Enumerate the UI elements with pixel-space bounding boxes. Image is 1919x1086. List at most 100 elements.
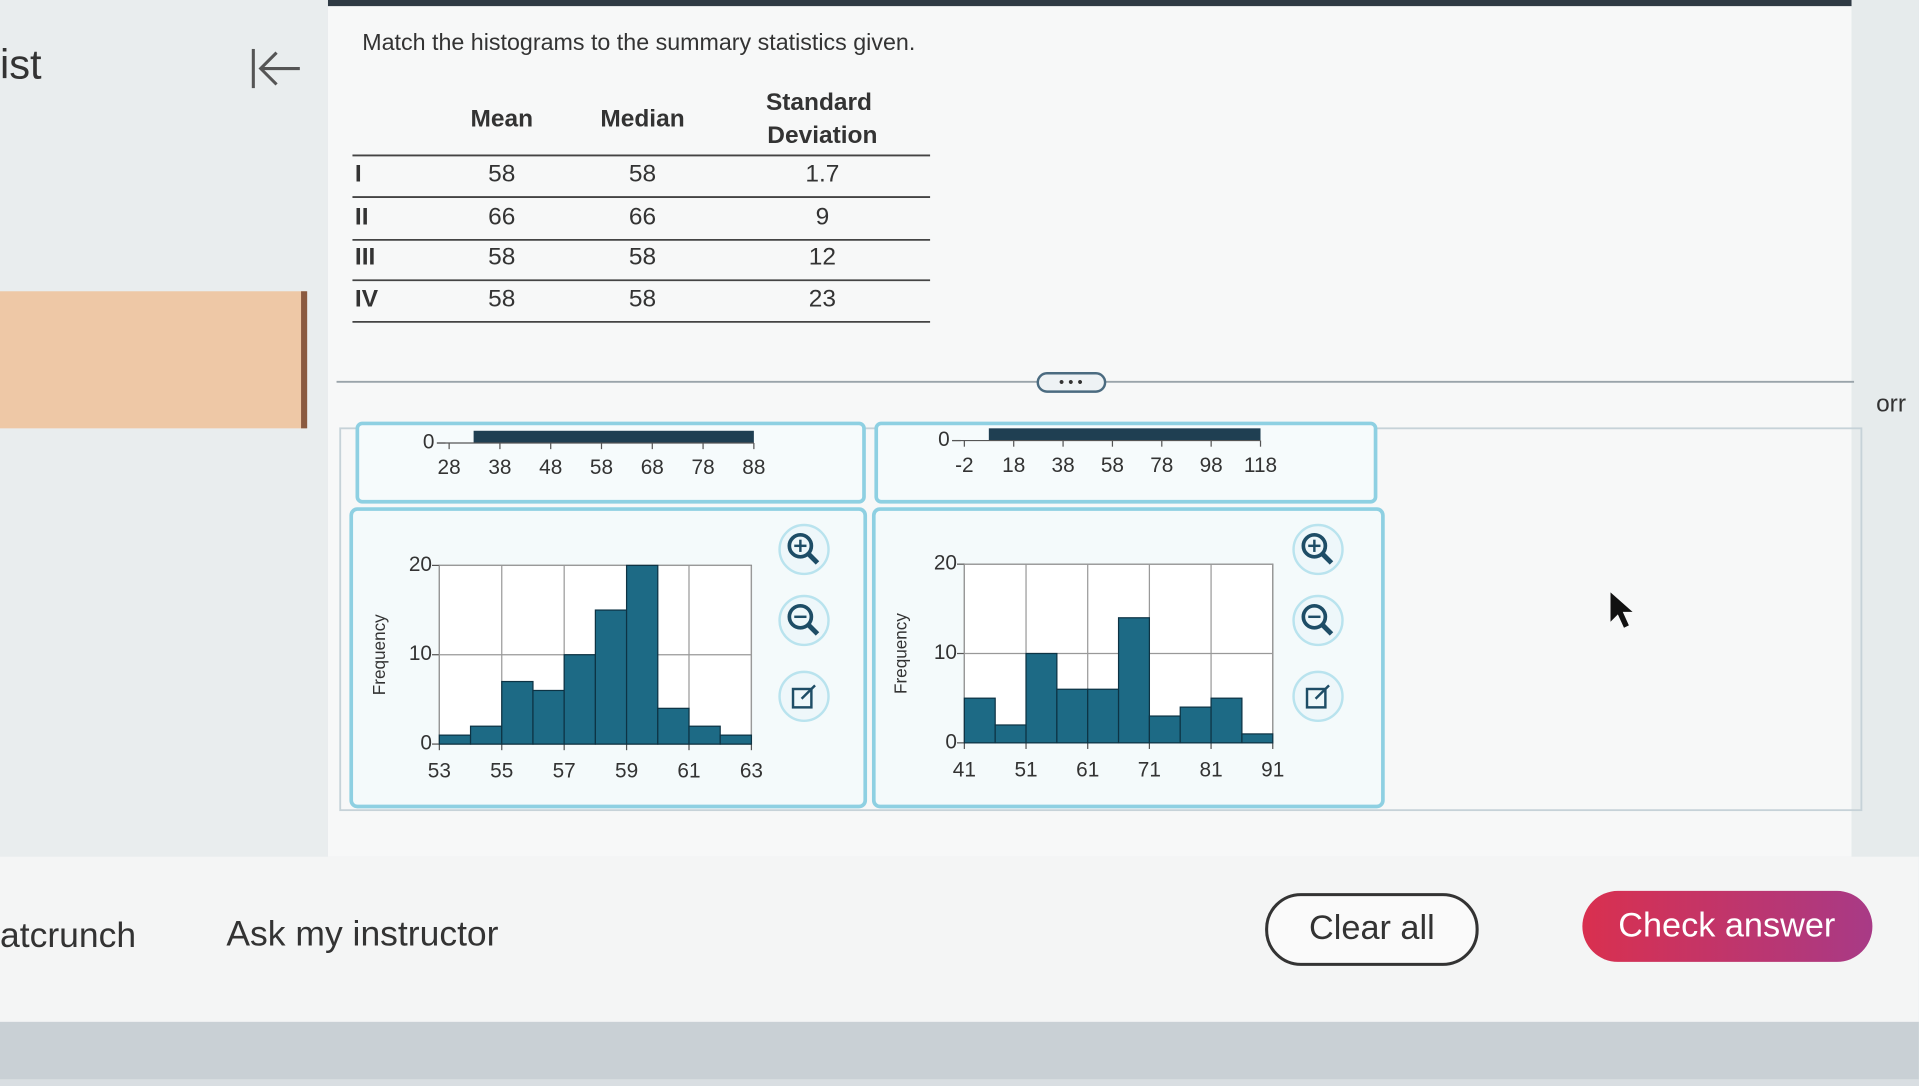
x-tick-label: 51 xyxy=(1014,758,1037,781)
top-border xyxy=(327,0,1852,7)
x-tick-label: 38 xyxy=(488,456,511,479)
y-tick-label: 20 xyxy=(409,553,432,576)
row-label: III xyxy=(355,244,375,271)
icon-lens xyxy=(787,603,814,630)
bar xyxy=(657,707,690,745)
ask-instructor-link[interactable]: Ask my instructor xyxy=(226,914,498,954)
bar xyxy=(719,734,753,745)
partial-card xyxy=(874,421,1378,504)
table-cell: 66 xyxy=(488,203,515,230)
bar xyxy=(438,734,472,745)
x-tick-label: 78 xyxy=(692,456,715,479)
icon-bg xyxy=(1292,594,1344,647)
icon-arrow xyxy=(1314,684,1330,700)
popout-button[interactable] xyxy=(778,670,830,723)
bar xyxy=(594,609,628,745)
resize-handle[interactable] xyxy=(1036,372,1107,393)
y-tick-label: 10 xyxy=(409,642,432,665)
right-edge-text: orr xyxy=(1876,391,1906,418)
bar xyxy=(1056,688,1089,744)
zoom-out-button[interactable] xyxy=(1292,594,1344,647)
collapse-icon[interactable] xyxy=(251,48,300,89)
table-cell: 58 xyxy=(488,244,515,271)
sidebar-selected xyxy=(0,291,306,429)
bar xyxy=(1117,617,1151,744)
zoom-in-button[interactable] xyxy=(1292,523,1344,576)
bar xyxy=(532,689,565,745)
resize-handle-dots: • • • xyxy=(1059,375,1083,391)
icon-box xyxy=(1305,687,1327,709)
x-tick-label: 58 xyxy=(590,456,613,479)
icon-lens xyxy=(1301,532,1328,559)
table-cell: 23 xyxy=(809,285,836,312)
icon-lens xyxy=(1301,603,1328,630)
table-cell: 58 xyxy=(488,285,515,312)
table-cell: 58 xyxy=(488,160,515,187)
check-answer-button[interactable] xyxy=(1582,890,1873,962)
bar xyxy=(1179,706,1212,744)
x-tick-label: 48 xyxy=(539,456,562,479)
table-header: Standard Deviation xyxy=(766,89,879,149)
bar xyxy=(1087,688,1120,744)
zoom-in-button[interactable] xyxy=(778,523,830,576)
table-cell: 58 xyxy=(629,160,656,187)
x-tick-label: 61 xyxy=(677,760,700,783)
x-tick-label: 57 xyxy=(553,760,576,783)
x-tick-label: 38 xyxy=(1052,454,1075,477)
right-edge xyxy=(1851,0,1919,857)
bar xyxy=(1025,652,1058,744)
x-tick-label: 91 xyxy=(1261,758,1284,781)
table-cell: 58 xyxy=(629,244,656,271)
icon-bg xyxy=(1292,523,1344,576)
row-label: I xyxy=(355,160,362,187)
question-text: Match the histograms to the summary stat… xyxy=(362,29,915,55)
bar xyxy=(963,697,996,744)
x-tick-label: -2 xyxy=(955,454,973,477)
bar xyxy=(563,654,596,745)
y-axis-label: Frequency xyxy=(369,614,389,695)
cut-off-bars xyxy=(988,428,1261,441)
x-tick-label: 18 xyxy=(1002,454,1025,477)
check-answer-label: Check answer xyxy=(1618,907,1835,945)
table-cell: 66 xyxy=(629,203,656,230)
icon-handle xyxy=(1321,552,1334,565)
statcrunch-link[interactable]: atcrunch xyxy=(0,915,136,955)
table-cell: 58 xyxy=(629,285,656,312)
clear-all-button[interactable] xyxy=(1265,893,1479,966)
bar xyxy=(501,680,534,745)
icon-bg xyxy=(778,523,830,576)
row-label: IV xyxy=(355,285,379,312)
bar xyxy=(688,725,721,745)
sidebar-title: ist xyxy=(0,40,42,87)
icon-handle xyxy=(807,623,820,636)
table-cell: 12 xyxy=(809,244,836,271)
zoom-out-button[interactable] xyxy=(778,594,830,647)
x-tick-label: 59 xyxy=(615,760,638,783)
icon-lens xyxy=(787,532,814,559)
x-tick-label: 98 xyxy=(1200,454,1223,477)
y-tick-label: 20 xyxy=(934,552,957,575)
table-cell: 9 xyxy=(816,203,830,230)
x-tick-label: 41 xyxy=(953,758,976,781)
x-tick-label: 63 xyxy=(740,760,763,783)
table-header: Mean xyxy=(470,105,533,132)
table-cell: 1.7 xyxy=(805,160,839,187)
y-tick-label: 0 xyxy=(423,431,435,454)
y-tick-label: 0 xyxy=(945,730,957,753)
popout-button[interactable] xyxy=(1292,670,1344,723)
x-tick-label: 118 xyxy=(1244,454,1277,477)
bar xyxy=(994,724,1027,744)
icon-arrow xyxy=(800,684,816,700)
icon-bg xyxy=(778,594,830,647)
y-tick-label: 0 xyxy=(938,428,950,451)
x-tick-label: 55 xyxy=(490,760,513,783)
bar xyxy=(1148,715,1181,744)
x-tick-label: 58 xyxy=(1101,454,1124,477)
y-tick-label: 0 xyxy=(420,732,432,755)
x-tick-label: 61 xyxy=(1076,758,1099,781)
sidebar-selected-border xyxy=(301,291,308,429)
